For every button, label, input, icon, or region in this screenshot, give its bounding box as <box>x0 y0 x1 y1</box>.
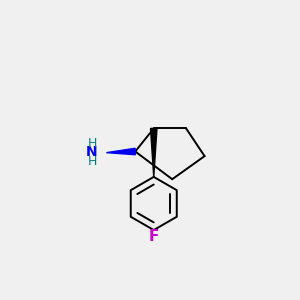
Polygon shape <box>106 148 135 155</box>
Text: N: N <box>85 146 97 159</box>
Text: H: H <box>87 155 97 168</box>
Text: H: H <box>87 137 97 150</box>
Polygon shape <box>151 128 157 177</box>
Text: F: F <box>148 230 159 244</box>
